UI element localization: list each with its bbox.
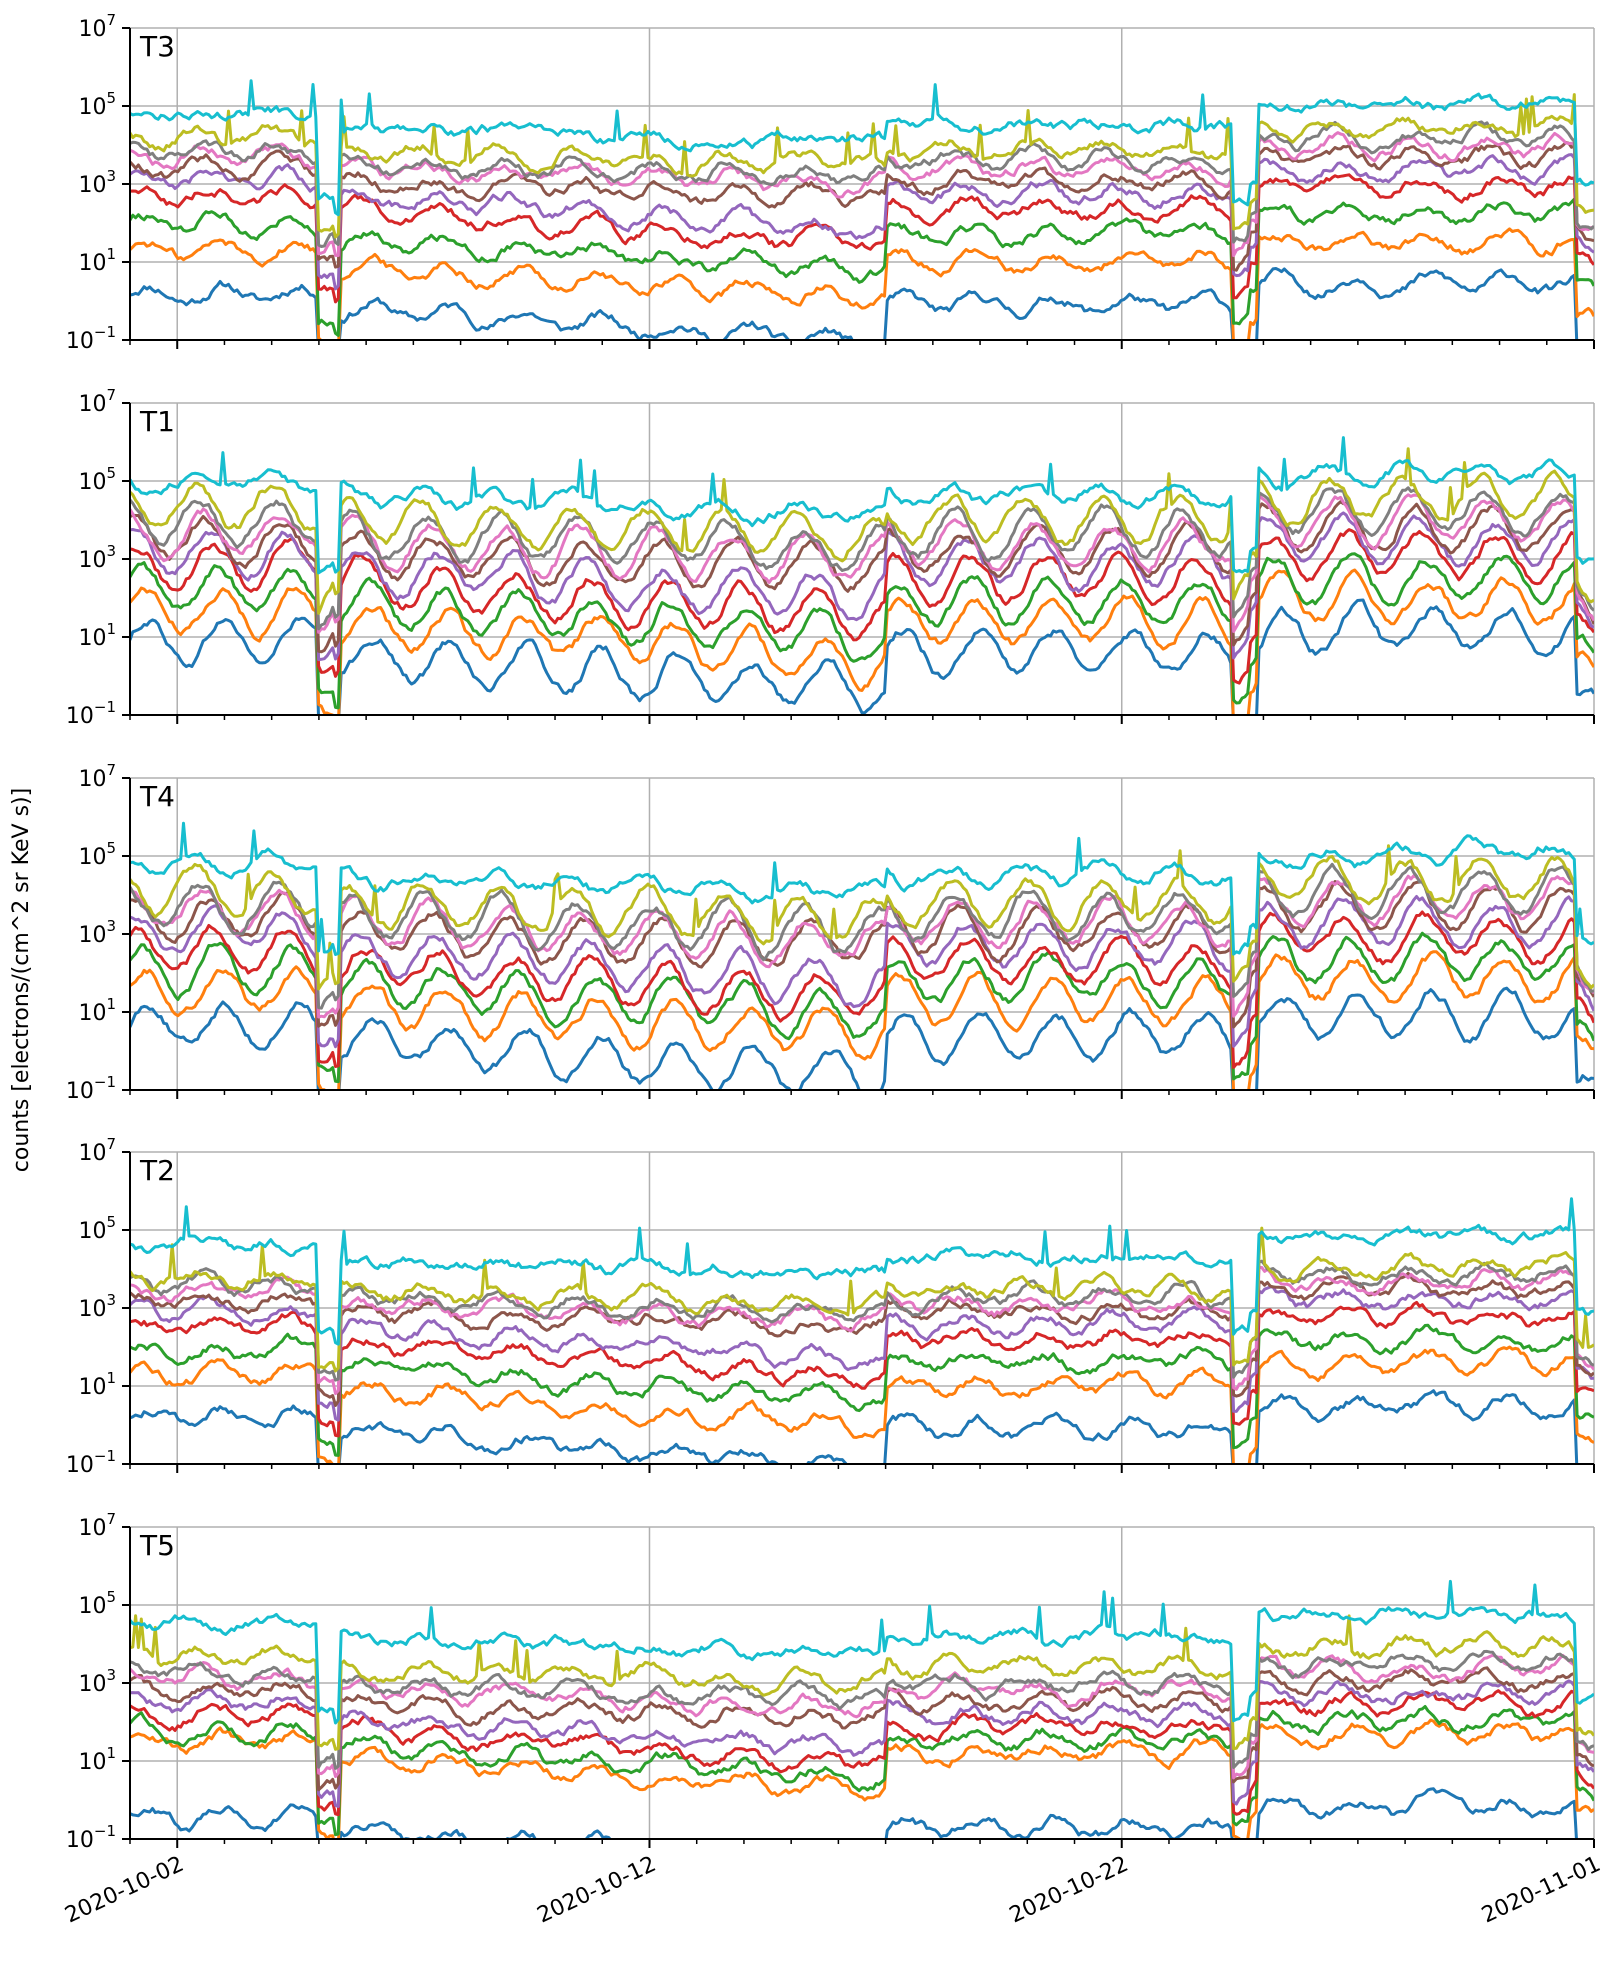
panel-title: T2 xyxy=(139,1154,175,1187)
series-group xyxy=(130,436,1594,715)
y-tick-label: 10−1 xyxy=(66,1822,116,1853)
y-tick-label: 10−1 xyxy=(66,698,116,729)
panel-T3: 10−1 101 103 105 107 T3 xyxy=(66,11,1595,354)
y-tick-label: 10−1 xyxy=(66,1447,116,1478)
series-line-2 xyxy=(130,568,1594,715)
panels: 10−1101103105107T310−1101103105107T110−1… xyxy=(66,11,1595,1853)
series-line-5 xyxy=(130,1679,1594,1808)
y-tick-label: 101 xyxy=(78,245,116,276)
series-line-7 xyxy=(130,1265,1594,1396)
panel-title: T1 xyxy=(139,405,175,438)
series-line-6 xyxy=(130,500,1594,654)
series-line-9 xyxy=(130,844,1594,991)
series-line-10 xyxy=(130,1197,1594,1346)
y-tick-label: 103 xyxy=(78,542,116,573)
series-group xyxy=(130,1197,1594,1464)
series-line-1 xyxy=(130,1389,1579,1464)
series-line-1 xyxy=(130,598,1594,715)
y-tick-label: 101 xyxy=(78,1369,116,1400)
panel-T5: 10−1 101 103 105 107 T5 xyxy=(66,1510,1595,1853)
series-line-2 xyxy=(130,950,1594,1090)
series-line-1 xyxy=(130,986,1594,1090)
series-line-5 xyxy=(130,153,1594,291)
y-tick-label: 105 xyxy=(78,89,116,120)
series-line-3 xyxy=(130,197,1594,337)
series-line-8 xyxy=(130,120,1594,248)
y-tick-label: 101 xyxy=(78,995,116,1026)
y-tick-label: 105 xyxy=(78,464,116,495)
series-line-7 xyxy=(130,131,1594,258)
y-axis-label: counts [electrons/(cm^2 sr KeV s)] xyxy=(9,788,34,1172)
y-tick-label: 107 xyxy=(78,1135,116,1166)
panel-T4: 10−1 101 103 105 107 T4 xyxy=(66,761,1595,1104)
y-tick-label: 107 xyxy=(78,386,116,417)
series-line-10 xyxy=(130,79,1594,217)
series-line-5 xyxy=(130,1285,1594,1422)
series-line-4 xyxy=(130,528,1594,685)
y-tick-label: 103 xyxy=(78,167,116,198)
series-line-9 xyxy=(130,447,1594,615)
y-tick-label: 10−1 xyxy=(66,323,116,354)
series-line-7 xyxy=(130,1653,1594,1780)
series-line-7 xyxy=(130,493,1594,634)
y-tick-label: 101 xyxy=(78,620,116,651)
y-tick-label: 10−1 xyxy=(66,1073,116,1104)
series-line-8 xyxy=(130,1259,1594,1382)
y-tick-label: 105 xyxy=(78,1588,116,1619)
series-line-3 xyxy=(130,1705,1594,1837)
y-tick-label: 107 xyxy=(78,761,116,792)
x-tick-label: 2020-10-12 xyxy=(534,1852,660,1929)
y-tick-label: 105 xyxy=(78,839,116,870)
series-line-9 xyxy=(130,1226,1594,1373)
series-line-5 xyxy=(130,895,1594,1049)
series-line-6 xyxy=(130,1666,1594,1792)
series-line-10 xyxy=(130,1579,1594,1725)
y-tick-label: 101 xyxy=(78,1744,116,1775)
y-tick-label: 107 xyxy=(78,11,116,42)
series-line-1 xyxy=(130,267,1579,340)
y-tick-label: 107 xyxy=(78,1510,116,1541)
series-line-2 xyxy=(130,227,1594,340)
x-tick-label: 2020-10-02 xyxy=(61,1852,187,1929)
panel-title: T5 xyxy=(139,1529,175,1562)
series-group xyxy=(130,79,1594,340)
series-line-6 xyxy=(130,880,1594,1029)
series-line-5 xyxy=(130,511,1594,662)
y-tick-label: 103 xyxy=(78,1291,116,1322)
series-line-1 xyxy=(130,1787,1578,1839)
y-tick-label: 105 xyxy=(78,1213,116,1244)
y-tick-label: 103 xyxy=(78,1666,116,1697)
series-line-10 xyxy=(130,821,1594,956)
series-line-2 xyxy=(130,1345,1594,1464)
series-line-3 xyxy=(130,931,1594,1084)
series-group xyxy=(130,1579,1594,1839)
series-line-8 xyxy=(130,1649,1594,1770)
series-line-10 xyxy=(130,436,1594,575)
series-line-6 xyxy=(130,141,1594,272)
series-line-3 xyxy=(130,552,1594,710)
series-line-3 xyxy=(130,1323,1594,1457)
series-group xyxy=(130,821,1594,1090)
series-line-8 xyxy=(130,486,1594,631)
series-line-4 xyxy=(130,1689,1594,1817)
panel-T1: 10−1 101 103 105 107 T1 xyxy=(66,386,1595,729)
series-line-4 xyxy=(130,1300,1594,1438)
series-line-9 xyxy=(130,93,1594,239)
panel-title: T3 xyxy=(139,30,175,63)
y-tick-label: 103 xyxy=(78,917,116,948)
panel-title: T4 xyxy=(139,780,175,813)
x-axis: 2020-10-02 2020-10-12 2020-10-22 2020-11-01 xyxy=(61,1852,1603,1929)
x-tick-label: 2020-10-22 xyxy=(1006,1852,1132,1929)
x-tick-label: 2020-11-01 xyxy=(1478,1852,1603,1929)
series-line-2 xyxy=(130,1718,1594,1839)
series-line-9 xyxy=(130,1614,1594,1751)
panel-T2: 10−1 101 103 105 107 T2 xyxy=(66,1135,1595,1478)
